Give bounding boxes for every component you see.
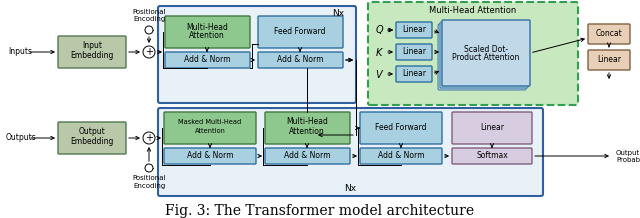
Text: Input: Input <box>82 41 102 51</box>
FancyBboxPatch shape <box>58 122 126 154</box>
Text: Nx: Nx <box>332 10 344 19</box>
Text: Scaled Dot-: Scaled Dot- <box>464 44 508 53</box>
Text: Positional: Positional <box>132 9 166 15</box>
FancyBboxPatch shape <box>360 112 442 144</box>
FancyBboxPatch shape <box>165 52 250 68</box>
Text: Encoding: Encoding <box>133 16 165 22</box>
Text: Multi-Head: Multi-Head <box>186 22 228 31</box>
Text: Outputs: Outputs <box>6 133 36 143</box>
Text: Output: Output <box>79 128 106 136</box>
Circle shape <box>143 46 155 58</box>
Circle shape <box>145 164 153 172</box>
Text: Multi-Head Attention: Multi-Head Attention <box>429 7 516 15</box>
Text: Multi-Head: Multi-Head <box>286 118 328 126</box>
FancyBboxPatch shape <box>158 108 543 196</box>
FancyBboxPatch shape <box>440 22 528 88</box>
FancyBboxPatch shape <box>58 36 126 68</box>
FancyBboxPatch shape <box>360 148 442 164</box>
Text: Attention: Attention <box>189 31 225 41</box>
Text: $V$: $V$ <box>375 68 384 80</box>
Text: Concat: Concat <box>596 29 622 39</box>
Text: Add & Norm: Add & Norm <box>378 152 424 160</box>
Text: $Q$: $Q$ <box>375 24 384 36</box>
FancyBboxPatch shape <box>442 20 530 86</box>
FancyBboxPatch shape <box>588 50 630 70</box>
Text: Inputs: Inputs <box>8 48 32 56</box>
Text: Linear: Linear <box>597 56 621 65</box>
FancyBboxPatch shape <box>396 44 432 60</box>
FancyBboxPatch shape <box>452 148 532 164</box>
FancyBboxPatch shape <box>165 16 250 48</box>
Text: Add & Norm: Add & Norm <box>184 56 230 65</box>
Text: Embedding: Embedding <box>70 136 114 145</box>
Text: +: + <box>145 47 153 57</box>
Text: Feed Forward: Feed Forward <box>375 124 427 133</box>
FancyBboxPatch shape <box>396 22 432 38</box>
FancyBboxPatch shape <box>158 6 356 103</box>
FancyBboxPatch shape <box>258 16 343 48</box>
FancyBboxPatch shape <box>368 2 578 105</box>
Text: Add & Norm: Add & Norm <box>187 152 233 160</box>
Text: Nx: Nx <box>344 184 356 192</box>
Text: Linear: Linear <box>402 26 426 34</box>
Text: Attention: Attention <box>195 128 225 134</box>
Text: Softmax: Softmax <box>476 152 508 160</box>
Circle shape <box>145 26 153 34</box>
Text: Attention: Attention <box>289 126 325 136</box>
Text: +: + <box>145 133 153 143</box>
FancyBboxPatch shape <box>588 24 630 44</box>
FancyBboxPatch shape <box>396 66 432 82</box>
FancyBboxPatch shape <box>258 52 343 68</box>
FancyBboxPatch shape <box>164 148 256 164</box>
Circle shape <box>143 132 155 144</box>
Text: $K$: $K$ <box>375 46 384 58</box>
FancyBboxPatch shape <box>265 112 350 144</box>
Text: Feed Forward: Feed Forward <box>275 27 326 36</box>
Text: Product Attention: Product Attention <box>452 53 520 63</box>
Text: Add & Norm: Add & Norm <box>284 152 330 160</box>
FancyBboxPatch shape <box>265 148 350 164</box>
Text: Output
Probabilities: Output Probabilities <box>616 150 640 162</box>
Text: Fig. 3: The Transformer model architecture: Fig. 3: The Transformer model architectu… <box>165 204 475 218</box>
Text: Positional: Positional <box>132 175 166 181</box>
Text: Add & Norm: Add & Norm <box>276 56 323 65</box>
Text: Linear: Linear <box>402 48 426 56</box>
Text: Encoding: Encoding <box>133 183 165 189</box>
Text: Embedding: Embedding <box>70 51 114 60</box>
FancyBboxPatch shape <box>438 24 526 90</box>
FancyBboxPatch shape <box>452 112 532 144</box>
Text: Linear: Linear <box>480 124 504 133</box>
Text: Linear: Linear <box>402 70 426 78</box>
FancyBboxPatch shape <box>164 112 256 144</box>
Text: Masked Multi-Head: Masked Multi-Head <box>179 119 242 125</box>
